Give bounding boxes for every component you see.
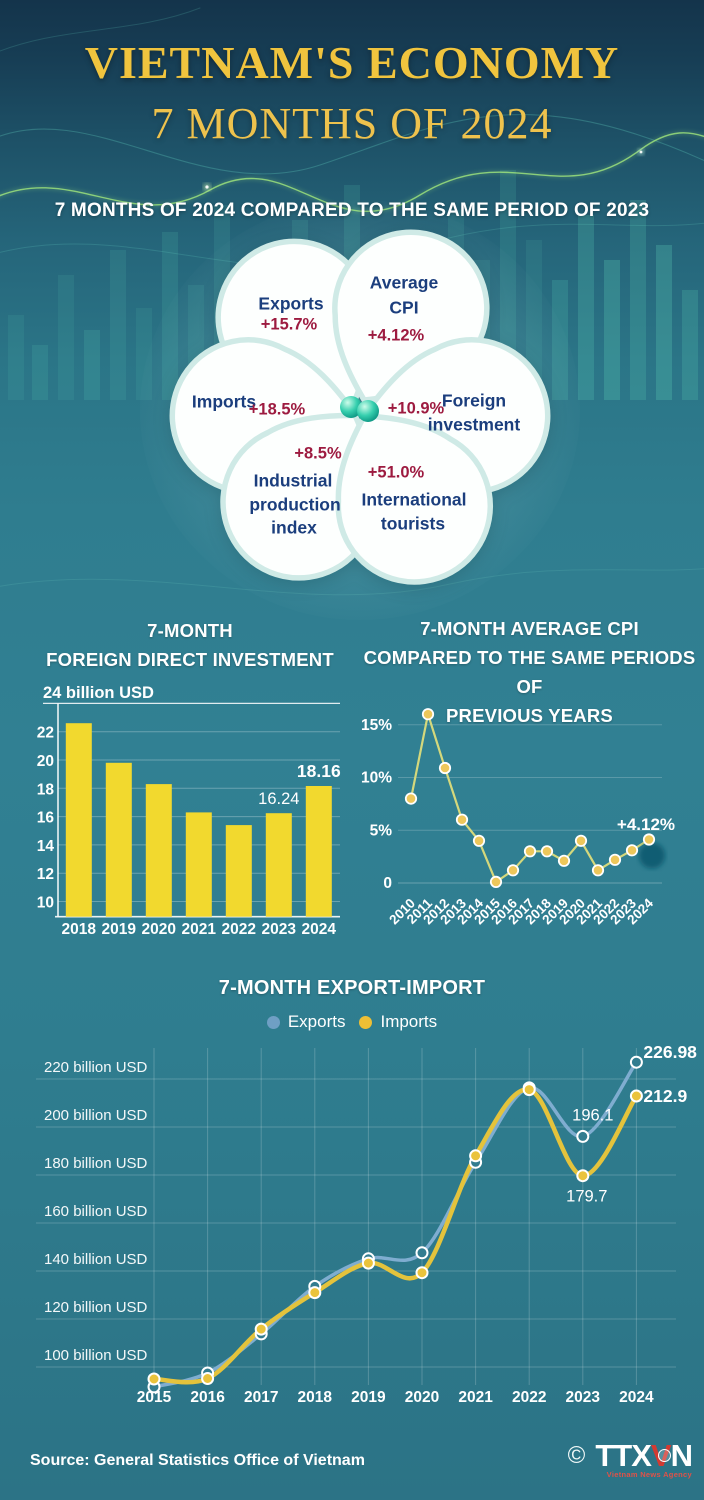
petal-cpi-label-line1: Average [369, 272, 439, 293]
cpi-title-line1: 7-MONTH AVERAGE CPI [420, 618, 639, 639]
petal-industrial-value: +8.5% [294, 444, 342, 463]
svg-text:200 billion USD: 200 billion USD [44, 1107, 148, 1124]
svg-text:2023: 2023 [566, 1389, 601, 1406]
svg-text:196.1: 196.1 [572, 1106, 613, 1124]
exim-chart-title: 7-MONTH EXPORT-IMPORT [218, 977, 486, 999]
petal-foreign-label-line2: investment [427, 414, 521, 435]
petal-tourists-label-line2: tourists [380, 513, 446, 534]
svg-text:140 billion USD: 140 billion USD [44, 1251, 148, 1268]
svg-text:2022: 2022 [512, 1389, 546, 1406]
flower-center-sphere [357, 400, 379, 422]
copyright-icon: © [567, 1441, 586, 1469]
svg-text:2017: 2017 [244, 1389, 278, 1406]
petal-exports-value: +15.7% [260, 315, 318, 334]
petal-foreign-label-line1: Foreign [441, 390, 507, 411]
svg-text:2024: 2024 [302, 921, 337, 938]
imports-legend-label: Imports [380, 1012, 438, 1031]
fdi-title-line2: FOREIGN DIRECT INVESTMENT [46, 649, 334, 670]
petal-imports-value: +18.5% [248, 400, 306, 419]
svg-text:24 billion USD: 24 billion USD [43, 684, 154, 702]
svg-text:0: 0 [383, 875, 392, 892]
petal-exports-label: Exports [258, 293, 324, 314]
ttxvn-letter-n: N [670, 1438, 693, 1473]
cpi-line-chart: 15%10%5%02010201120122013201420152016201… [361, 708, 675, 927]
legend-item-imports: Imports [359, 1012, 437, 1032]
page-subtitle: 7 MONTHS OF 2024 [151, 99, 553, 148]
exim-line-chart: 220 billion USD 200 billion USD 180 billio… [36, 1042, 697, 1406]
petal-tourists-value: +51.0% [367, 463, 425, 482]
svg-text:160 billion USD: 160 billion USD [44, 1203, 148, 1220]
svg-text:16: 16 [37, 810, 55, 827]
svg-text:226.98: 226.98 [643, 1042, 697, 1062]
petal-industrial-label-line1: Industrial [253, 470, 333, 491]
flower-petals [169, 229, 551, 585]
cpi-title-line3: PREVIOUS YEARS [446, 705, 613, 726]
petal-cpi-value: +4.12% [367, 326, 425, 345]
svg-text:2019: 2019 [351, 1389, 386, 1406]
petal-tourists-label-line1: International [361, 489, 467, 510]
page-title: VIETNAM'S ECONOMY [84, 37, 620, 88]
indicator-flower [169, 229, 551, 585]
svg-text:2024: 2024 [619, 1389, 654, 1406]
petal-imports-label: Imports [191, 391, 257, 412]
legend-item-exports: Exports [266, 1012, 346, 1032]
svg-text:10: 10 [37, 895, 54, 912]
ttxvn-logo-text: TTXVN Vietnam News Agency [595, 1438, 694, 1478]
source-note: Source: General Statistics Office of Vie… [30, 1452, 365, 1469]
flower-center-sphere [340, 396, 362, 418]
svg-text:5%: 5% [370, 822, 393, 839]
ttxvn-emblem-icon [658, 1449, 672, 1462]
svg-text:+4.12%: +4.12% [617, 815, 675, 834]
svg-text:180 billion USD: 180 billion USD [44, 1155, 148, 1172]
svg-text:2016: 2016 [190, 1389, 225, 1406]
svg-text:2018: 2018 [62, 921, 97, 938]
svg-text:2021: 2021 [182, 921, 217, 938]
svg-text:2021: 2021 [458, 1389, 493, 1406]
cpi-chart-title: 7-MONTH AVERAGE CPI COMPARED TO THE SAME… [355, 614, 704, 730]
cpi-title-line2: COMPARED TO THE SAME PERIODS OF [363, 647, 696, 697]
svg-text:220 billion USD: 220 billion USD [44, 1059, 148, 1076]
svg-text:20: 20 [37, 753, 54, 770]
svg-text:2015: 2015 [137, 1389, 172, 1406]
comparison-banner: 7 MONTHS OF 2024 COMPARED TO THE SAME PE… [54, 200, 650, 221]
exports-legend-label: Exports [287, 1012, 346, 1031]
petal-international-tourists [335, 413, 494, 585]
svg-text:120 billion USD: 120 billion USD [44, 1299, 148, 1316]
svg-text:179.7: 179.7 [566, 1188, 607, 1206]
svg-text:18.16: 18.16 [297, 761, 341, 781]
ttxvn-letters-ttx: TTX [595, 1438, 652, 1473]
agency-subtitle: Vietnam News Agency [606, 1470, 692, 1479]
svg-text:2019: 2019 [102, 921, 137, 938]
svg-text:2022: 2022 [222, 921, 256, 938]
fdi-title-line1: 7-MONTH [147, 620, 233, 641]
svg-text:212.9: 212.9 [643, 1086, 687, 1106]
svg-text:2020: 2020 [405, 1389, 439, 1406]
svg-text:2020: 2020 [142, 921, 176, 938]
svg-text:22: 22 [37, 725, 54, 742]
svg-text:14: 14 [37, 838, 55, 855]
exim-legend: Exports Imports [0, 1012, 704, 1032]
petal-foreign-value: +10.9% [387, 399, 445, 418]
svg-text:2018: 2018 [298, 1389, 333, 1406]
svg-text:100 billion USD: 100 billion USD [44, 1347, 148, 1364]
petal-industrial-label-line2: production [249, 494, 341, 515]
fdi-chart-title: 7-MONTH FOREIGN DIRECT INVESTMENT [25, 616, 355, 674]
petal-industrial-label-line3: index [271, 517, 317, 538]
ttxvn-logo: © TTXVN Vietnam News Agency [567, 1438, 694, 1478]
svg-text:10%: 10% [361, 770, 392, 787]
petal-cpi-label-line2: CPI [389, 297, 419, 318]
exports-legend-dot [266, 1015, 280, 1029]
svg-text:16.24: 16.24 [258, 790, 299, 808]
svg-text:2023: 2023 [262, 921, 297, 938]
svg-text:12: 12 [37, 866, 54, 883]
svg-text:18: 18 [37, 781, 55, 798]
imports-legend-dot [359, 1015, 373, 1029]
svg-text:15%: 15% [361, 717, 392, 734]
